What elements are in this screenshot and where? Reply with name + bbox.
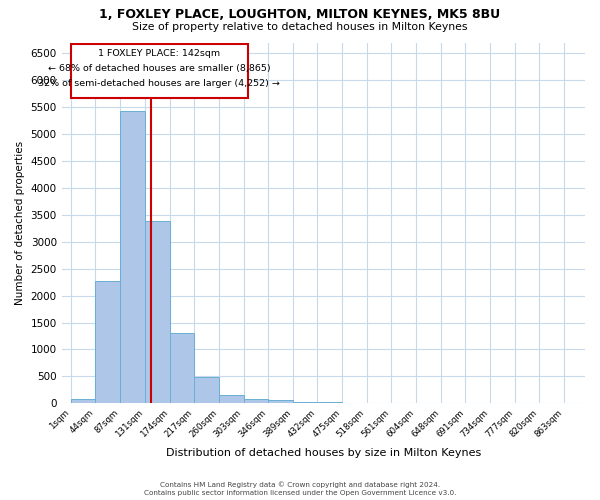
Bar [145,222,170,404]
Text: Contains HM Land Registry data © Crown copyright and database right 2024.: Contains HM Land Registry data © Crown c… [160,481,440,488]
Text: Contains public sector information licensed under the Open Government Licence v3: Contains public sector information licen… [144,490,456,496]
Bar [268,400,293,404]
Bar [71,44,248,98]
Text: Size of property relative to detached houses in Milton Keynes: Size of property relative to detached ho… [132,22,468,32]
Bar [219,394,244,404]
X-axis label: Distribution of detached houses by size in Milton Keynes: Distribution of detached houses by size … [166,448,481,458]
Text: 1, FOXLEY PLACE, LOUGHTON, MILTON KEYNES, MK5 8BU: 1, FOXLEY PLACE, LOUGHTON, MILTON KEYNES… [100,8,500,20]
Bar [342,402,367,404]
Bar [170,334,194,404]
Bar [194,378,219,404]
Bar [317,402,342,404]
Text: 32% of semi-detached houses are larger (4,252) →: 32% of semi-detached houses are larger (… [38,80,280,88]
Bar [120,112,145,404]
Y-axis label: Number of detached properties: Number of detached properties [15,141,25,305]
Text: ← 68% of detached houses are smaller (8,865): ← 68% of detached houses are smaller (8,… [48,64,271,73]
Text: 1 FOXLEY PLACE: 142sqm: 1 FOXLEY PLACE: 142sqm [98,49,220,58]
Bar [71,399,95,404]
Bar [293,402,317,404]
Bar [244,399,268,404]
Bar [95,280,120,404]
